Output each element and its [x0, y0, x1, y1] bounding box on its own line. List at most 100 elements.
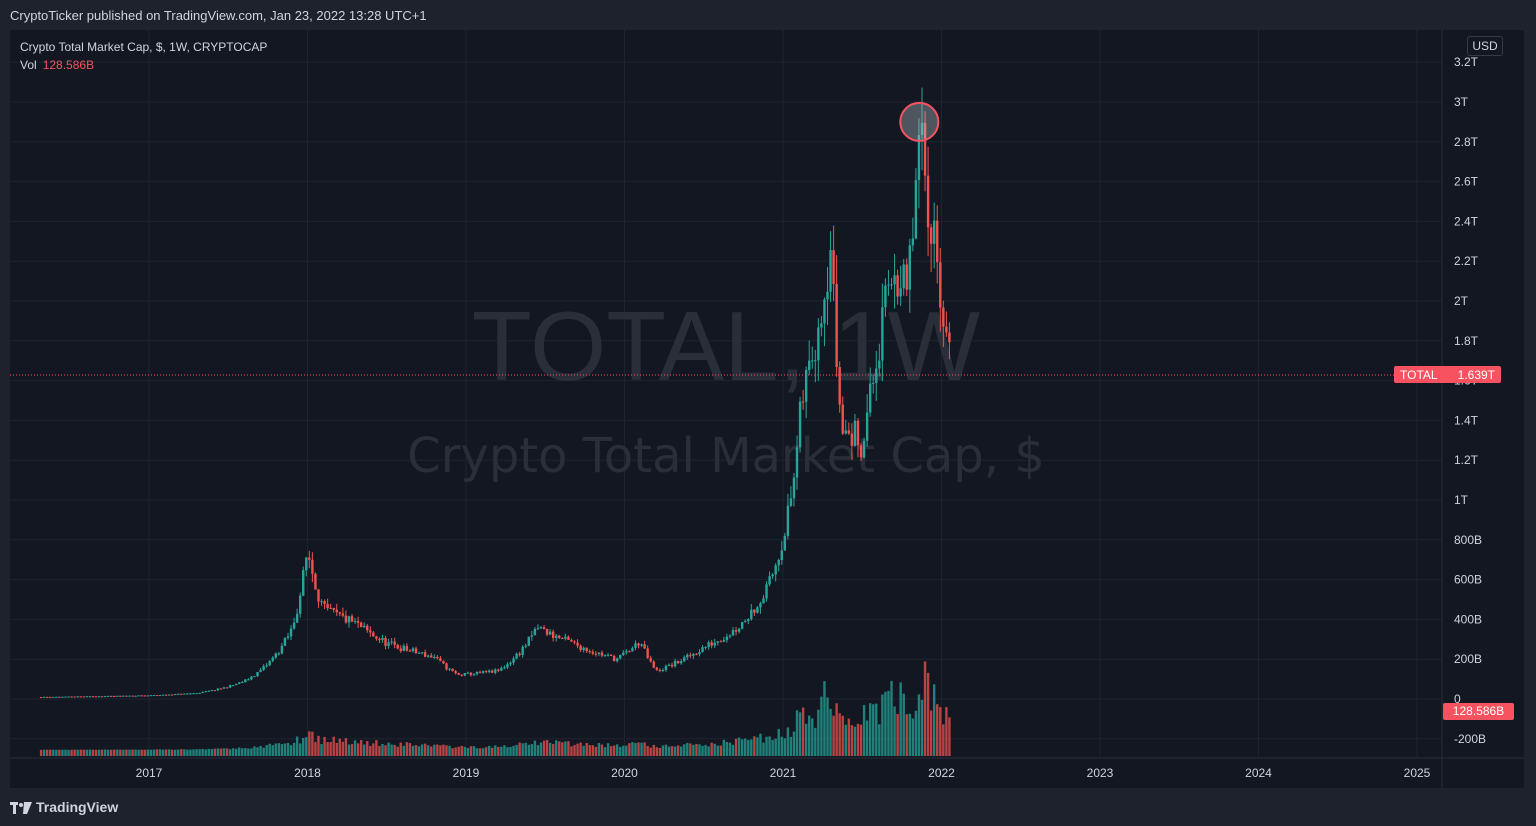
volume-bar — [295, 736, 299, 756]
candle-body — [308, 557, 311, 560]
candle-body — [387, 642, 390, 646]
volume-bar — [643, 742, 646, 756]
candle-body — [402, 645, 406, 651]
volume-bar — [725, 741, 729, 756]
candle-body — [140, 695, 143, 697]
volume-bar — [122, 749, 125, 756]
candle-body — [728, 635, 732, 637]
volume-bar — [686, 742, 689, 756]
volume-bar — [134, 749, 137, 756]
candle-body — [847, 430, 851, 434]
candle-body — [408, 650, 412, 652]
horizontal-grid — [10, 61, 1442, 740]
volume-bar — [332, 736, 335, 756]
candle-body — [683, 657, 686, 662]
candle-body — [186, 693, 189, 695]
volume-bar — [204, 749, 207, 756]
candle-body — [451, 668, 454, 672]
candle-body — [484, 671, 488, 673]
volume-bar — [298, 743, 302, 756]
candle-body — [948, 332, 951, 343]
tradingview-brand: TradingView — [36, 799, 119, 815]
candle-body — [658, 669, 662, 671]
candle-body — [378, 638, 381, 641]
volume-bar — [192, 749, 195, 756]
candle-body — [341, 613, 345, 616]
volume-bar — [740, 739, 744, 756]
candle-body — [100, 696, 104, 698]
candle-body — [146, 695, 149, 697]
volume-bar — [832, 715, 835, 756]
volume-bar — [103, 749, 107, 756]
volume-bar — [323, 736, 326, 756]
chart-panel[interactable] — [10, 30, 1524, 788]
currency-button[interactable]: USD — [1467, 36, 1503, 56]
candle-body — [302, 570, 305, 596]
candle-body — [494, 669, 497, 673]
volume-bar — [481, 748, 485, 756]
volume-bar — [113, 749, 116, 756]
volume-bar — [463, 746, 466, 756]
candle-body — [679, 661, 683, 664]
y-tick-label: 1.8T — [1454, 334, 1479, 348]
volume-bar — [442, 744, 445, 756]
volume-bar — [835, 703, 838, 756]
candle-body — [686, 654, 689, 658]
candle-body — [180, 693, 183, 695]
candle-body — [222, 687, 226, 689]
legend: Crypto Total Market Cap, $, 1W, CRYPTOCA… — [20, 38, 267, 74]
volume-bar — [408, 743, 412, 756]
candle-body — [814, 360, 817, 362]
volume-bar — [97, 749, 101, 756]
volume-bar — [820, 696, 823, 756]
volume-bar — [225, 748, 229, 756]
candle-body — [515, 653, 518, 659]
candle-body — [701, 647, 704, 653]
volume-bar — [801, 707, 805, 756]
volume-bar — [539, 742, 543, 756]
volume-bar — [673, 746, 677, 756]
y-tick-label: 2.6T — [1454, 175, 1479, 189]
volume-bar — [170, 749, 174, 756]
volume-bar — [271, 745, 274, 756]
candle-body — [612, 655, 616, 662]
candle-body — [295, 613, 299, 623]
y-tick-label: 3.2T — [1454, 55, 1479, 69]
volume-bar — [277, 743, 281, 756]
volume-bar — [814, 727, 817, 756]
volume-bar — [838, 713, 841, 756]
volume-bar — [353, 740, 357, 756]
candle-body — [884, 285, 887, 308]
volume-bar — [317, 735, 320, 756]
footer: TradingView — [0, 792, 1536, 826]
volume-bar — [55, 749, 58, 756]
volume-bar — [472, 746, 476, 756]
volume-bar — [710, 742, 713, 756]
volume-bar — [228, 749, 232, 756]
y-tick-label: 1.2T — [1454, 453, 1479, 467]
candle-body — [844, 430, 847, 434]
volume-bar — [859, 724, 863, 756]
price-axis: 3.2T3T2.8T2.6T2.4T2.2T2T1.8T1.6T1.4T1.2T… — [1454, 55, 1486, 746]
candle-body — [548, 631, 552, 635]
y-tick-label: 0 — [1454, 692, 1461, 706]
candle-body — [326, 603, 329, 608]
volume-bar — [375, 740, 378, 756]
y-tick-label: 3T — [1454, 95, 1469, 109]
volume-bar — [423, 743, 427, 756]
volume-bar — [216, 748, 220, 756]
candle-body — [289, 628, 293, 637]
volume-bar — [600, 744, 604, 756]
candle-body — [466, 672, 470, 674]
candle-body — [143, 695, 146, 697]
candle-body — [481, 671, 485, 673]
candle-body — [737, 628, 741, 632]
candle-body — [710, 642, 713, 646]
volume-bar — [521, 743, 524, 756]
volume-bar — [555, 740, 558, 756]
candle-body — [131, 695, 134, 697]
volume-bar — [161, 749, 165, 756]
volume-bar — [591, 745, 594, 756]
volume-bar — [942, 724, 945, 756]
